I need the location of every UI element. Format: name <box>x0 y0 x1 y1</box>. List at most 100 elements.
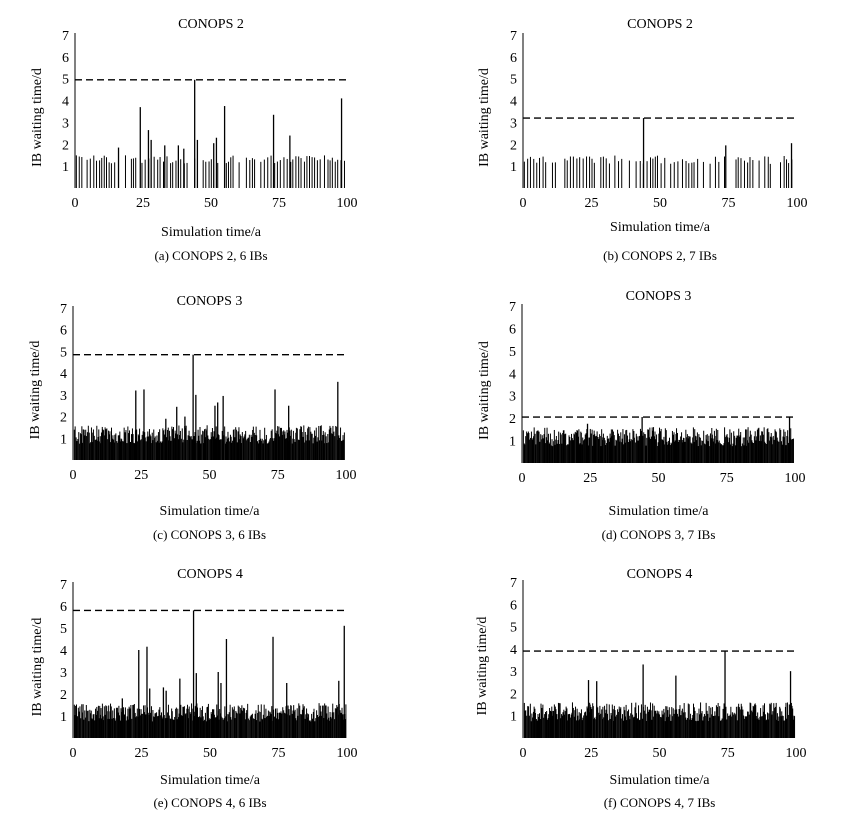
y-tick-label: 3 <box>509 390 516 405</box>
y-tick-label: 1 <box>60 432 67 447</box>
x-tick-label: 50 <box>203 468 217 483</box>
x-tick-label: 75 <box>272 746 286 761</box>
waiting-time-series <box>73 610 347 738</box>
x-tick-label: 50 <box>653 746 667 761</box>
waiting-time-series <box>73 354 345 460</box>
x-axis-label: Simulation time/a <box>160 773 261 788</box>
y-tick-label: 2 <box>62 138 69 153</box>
chart-title: CONOPS 4 <box>627 567 693 582</box>
panel-caption: (f) CONOPS 4, 7 IBs <box>604 795 716 810</box>
x-tick-label: 25 <box>585 196 599 211</box>
x-tick-label: 0 <box>70 468 77 483</box>
y-tick-label: 4 <box>60 644 67 659</box>
panel-5: CONOPS 4 1 2 3 4 5 6 7 0 25 50 75 100 Simulation time… <box>30 567 358 810</box>
y-tick-label: 5 <box>509 345 516 360</box>
y-tick-label: 6 <box>60 324 67 339</box>
y-tick-label: 6 <box>510 51 517 66</box>
y-tick-label: 6 <box>60 600 67 615</box>
y-tick-label: 7 <box>510 576 517 591</box>
panel-caption: (d) CONOPS 3, 7 IBs <box>602 527 716 542</box>
x-axis-label: Simulation time/a <box>609 504 710 519</box>
y-tick-label: 6 <box>510 598 517 613</box>
y-tick-label: 5 <box>510 621 517 636</box>
y-tick-label: 4 <box>60 367 67 382</box>
x-tick-label: 50 <box>653 196 667 211</box>
y-axis-label: IB waiting time/d <box>475 617 490 716</box>
x-tick-label: 75 <box>272 196 286 211</box>
x-tick-label: 0 <box>70 746 77 761</box>
panel-2: CONOPS 2 1 2 3 4 5 6 7 0 25 50 75 100 Simulation time… <box>477 17 808 263</box>
y-tick-label: 1 <box>509 435 516 450</box>
x-tick-label: 25 <box>584 746 598 761</box>
x-tick-label: 50 <box>204 196 218 211</box>
y-tick-label: 2 <box>60 688 67 703</box>
x-tick-label: 25 <box>136 196 150 211</box>
x-tick-label: 0 <box>520 746 527 761</box>
x-tick-label: 0 <box>72 196 79 211</box>
chart-title: CONOPS 3 <box>626 289 692 304</box>
x-axis-label: Simulation time/a <box>610 220 711 235</box>
y-axis-label: IB waiting time/d <box>477 341 492 440</box>
panel-caption: (e) CONOPS 4, 6 IBs <box>153 795 266 810</box>
x-tick-label: 25 <box>134 468 148 483</box>
chart-title: CONOPS 3 <box>177 294 243 309</box>
x-tick-label: 75 <box>720 471 734 486</box>
x-tick-label: 25 <box>135 746 149 761</box>
x-tick-label: 75 <box>721 746 735 761</box>
y-tick-label: 7 <box>510 29 517 44</box>
y-tick-label: 3 <box>60 666 67 681</box>
y-tick-label: 3 <box>510 116 517 131</box>
y-tick-label: 6 <box>62 51 69 66</box>
y-tick-label: 1 <box>510 710 517 725</box>
x-tick-label: 75 <box>271 468 285 483</box>
y-axis-label: IB waiting time/d <box>30 68 45 167</box>
y-tick-label: 7 <box>60 578 67 593</box>
y-tick-label: 4 <box>509 367 516 382</box>
waiting-time-series <box>75 79 345 188</box>
x-tick-label: 50 <box>652 471 666 486</box>
y-tick-label: 1 <box>60 710 67 725</box>
x-tick-label: 100 <box>336 468 357 483</box>
waiting-time-series <box>522 417 794 463</box>
y-axis-label: IB waiting time/d <box>30 618 45 717</box>
panel-caption: (a) CONOPS 2, 6 IBs <box>154 248 267 263</box>
x-tick-label: 100 <box>786 746 807 761</box>
panel-6: CONOPS 4 1 2 3 4 5 6 7 0 25 50 75 100 Simulation time… <box>475 567 807 810</box>
y-tick-label: 5 <box>62 73 69 88</box>
y-tick-label: 4 <box>510 643 517 658</box>
y-tick-label: 2 <box>509 412 516 427</box>
x-axis-label: Simulation time/a <box>161 225 262 240</box>
panel-3: CONOPS 3 1 2 3 4 5 6 7 0 25 50 75 100 Simulation time… <box>28 294 357 542</box>
y-tick-label: 4 <box>510 95 517 110</box>
x-tick-label: 100 <box>785 471 806 486</box>
y-tick-label: 3 <box>60 389 67 404</box>
x-tick-label: 100 <box>337 196 358 211</box>
chart-title: CONOPS 4 <box>177 567 243 582</box>
y-tick-label: 1 <box>62 160 69 175</box>
x-axis-label: Simulation time/a <box>610 773 711 788</box>
panel-1: CONOPS 2 1 2 3 4 5 6 7 0 25 50 75 100 Simulation time… <box>30 17 358 263</box>
panel-caption: (b) CONOPS 2, 7 IBs <box>603 248 717 263</box>
y-tick-label: 4 <box>62 95 69 110</box>
chart-title: CONOPS 2 <box>178 17 244 32</box>
waiting-time-series <box>523 651 796 738</box>
x-tick-label: 75 <box>722 196 736 211</box>
panel-4: CONOPS 3 1 2 3 4 5 6 7 0 25 50 75 100 Simulation time… <box>477 289 806 542</box>
panel-caption: (c) CONOPS 3, 6 IBs <box>153 527 266 542</box>
y-tick-label: 5 <box>510 73 517 88</box>
y-tick-label: 2 <box>510 138 517 153</box>
x-tick-label: 0 <box>520 196 527 211</box>
y-tick-label: 7 <box>62 29 69 44</box>
y-tick-label: 2 <box>510 687 517 702</box>
y-tick-label: 1 <box>510 160 517 175</box>
x-tick-label: 25 <box>583 471 597 486</box>
x-tick-label: 100 <box>787 196 808 211</box>
y-tick-label: 6 <box>509 322 516 337</box>
chart-title: CONOPS 2 <box>627 17 693 32</box>
y-tick-label: 5 <box>60 622 67 637</box>
y-tick-label: 7 <box>60 302 67 317</box>
waiting-time-series <box>523 118 793 188</box>
y-tick-label: 3 <box>510 665 517 680</box>
